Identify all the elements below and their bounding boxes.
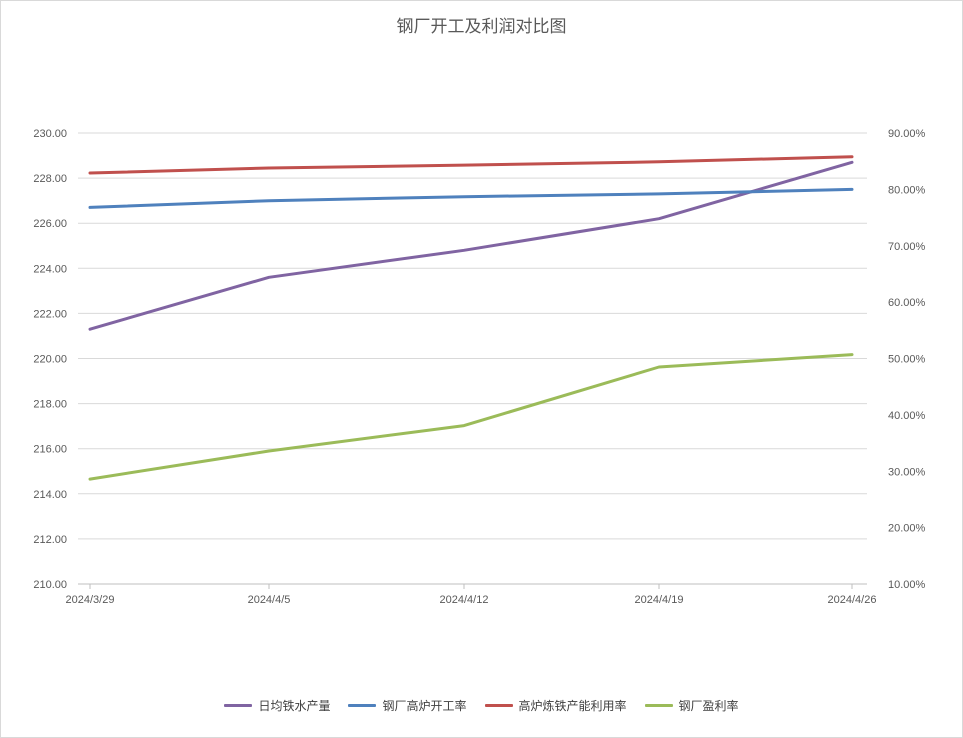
right-tick-label: 30.00% <box>888 466 926 478</box>
right-tick-label: 70.00% <box>888 241 926 253</box>
legend-swatch <box>484 704 513 707</box>
x-tick-label: 2024/4/19 <box>635 594 684 606</box>
left-tick-label: 224.00 <box>33 263 67 275</box>
left-tick-label: 228.00 <box>33 173 67 185</box>
x-tick-label: 2024/3/29 <box>66 594 115 606</box>
right-tick-label: 60.00% <box>888 297 926 309</box>
left-tick-label: 226.00 <box>33 218 67 230</box>
right-tick-label: 80.00% <box>888 184 926 196</box>
series-line-3 <box>88 353 854 481</box>
legend-item: 钢厂盈利率 <box>644 697 739 714</box>
legend-swatch <box>348 704 377 707</box>
legend-label: 高炉炼铁产能利用率 <box>518 699 627 713</box>
legend-item: 高炉炼铁产能利用率 <box>484 697 627 714</box>
gridlines <box>78 132 867 585</box>
left-tick-label: 220.00 <box>33 354 67 366</box>
left-tick-label: 214.00 <box>33 489 67 501</box>
left-tick-label: 216.00 <box>33 444 67 456</box>
series-line-2 <box>88 155 854 175</box>
legend-label: 日均铁水产量 <box>258 699 331 713</box>
right-tick-label: 50.00% <box>888 354 926 366</box>
x-tick-label: 2024/4/5 <box>248 594 291 606</box>
legend-item: 日均铁水产量 <box>224 697 330 714</box>
chart-legend: 日均铁水产量 钢厂高炉开工率 高炉炼铁产能利用率 钢厂盈利率 <box>0 697 963 714</box>
right-axis-ticks: 90.00% 80.00% 70.00% 60.00% 50.00% 40.00% 30.0… <box>888 128 926 591</box>
left-tick-label: 212.00 <box>33 534 67 546</box>
right-tick-label: 90.00% <box>888 128 926 140</box>
chart-title: 钢厂开工及利润对比图 <box>396 17 567 37</box>
series-lines <box>88 155 854 481</box>
legend-item: 钢厂高炉开工率 <box>348 697 467 714</box>
x-tick-label: 2024/4/26 <box>828 594 877 606</box>
left-tick-label: 210.00 <box>33 579 67 591</box>
series-line-1 <box>88 187 854 209</box>
x-tick-label: 2024/4/12 <box>440 594 489 606</box>
legend-label: 钢厂盈利率 <box>678 699 739 713</box>
legend-swatch <box>644 704 673 707</box>
left-tick-label: 222.00 <box>33 308 67 320</box>
right-tick-label: 10.00% <box>888 579 926 591</box>
x-axis-ticks: 2024/3/29 2024/4/5 2024/4/12 2024/4/19 2024/… <box>66 584 877 606</box>
legend-swatch <box>224 704 253 707</box>
right-tick-label: 20.00% <box>888 523 926 535</box>
right-tick-label: 40.00% <box>888 410 926 422</box>
left-axis-ticks: 230.00 228.00 226.00 224.00 222.00 220.00 218.… <box>33 128 67 591</box>
legend-label: 钢厂高炉开工率 <box>382 699 467 713</box>
left-tick-label: 218.00 <box>33 399 67 411</box>
left-tick-label: 230.00 <box>33 128 67 140</box>
series-line-0 <box>88 160 854 331</box>
